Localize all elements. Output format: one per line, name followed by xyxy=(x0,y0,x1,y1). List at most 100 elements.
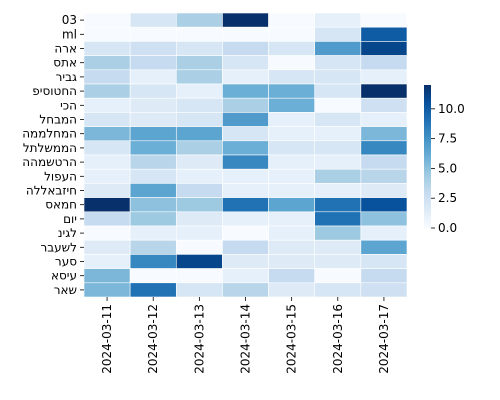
heatmap-cell xyxy=(222,168,269,184)
heatmap-cell xyxy=(268,268,316,284)
heatmap-cell xyxy=(222,26,269,42)
colorbar-tick-label: 2.5 xyxy=(438,191,457,205)
row-label: החטוסיפ xyxy=(32,84,77,98)
heatmap-cell xyxy=(314,126,362,142)
heatmap-cell xyxy=(83,239,131,255)
heatmap-cell xyxy=(175,140,223,156)
heatmap-cell xyxy=(222,183,269,198)
heatmap-cell xyxy=(314,69,362,85)
row-label: הרטשמהה xyxy=(22,155,77,169)
heatmap-cell xyxy=(175,26,223,42)
heatmap-cell xyxy=(222,211,269,227)
heatmap-cell xyxy=(360,168,408,184)
heatmap-cell xyxy=(83,197,131,213)
heatmap-cell xyxy=(314,282,362,298)
row-label: ארה xyxy=(54,42,77,56)
heatmap-cell xyxy=(83,55,131,71)
heatmap-cell xyxy=(268,183,316,198)
heatmap-cell xyxy=(360,154,408,170)
heatmap-cell xyxy=(268,239,316,255)
heatmap-cell xyxy=(83,69,131,85)
heatmap-cell xyxy=(129,69,177,85)
column-label: 2024-03-16 xyxy=(331,304,345,374)
colorbar: 0.0 2.5 5.0 7.5 10.0 xyxy=(424,85,465,235)
heatmap-cell xyxy=(360,26,408,42)
heatmap-cell xyxy=(83,268,131,284)
heatmap-cell xyxy=(222,225,269,241)
heatmap-cell xyxy=(222,112,269,127)
colorbar-tick-label: 7.5 xyxy=(438,132,457,146)
colorbar-tick-label: 10.0 xyxy=(438,102,465,116)
heatmap-cell xyxy=(129,225,177,241)
heatmap-cell xyxy=(360,225,408,241)
heatmap-cell xyxy=(222,126,269,142)
column-label: 2024-03-11 xyxy=(100,304,114,374)
column-label: 2024-03-13 xyxy=(192,304,206,374)
heatmap-cell xyxy=(83,12,131,28)
colorbar-tick-label: 0.0 xyxy=(438,221,457,235)
row-label: ml xyxy=(62,27,77,41)
column-label: 2024-03-12 xyxy=(146,304,160,374)
heatmap-cell xyxy=(360,69,408,85)
heatmap-cell xyxy=(360,183,408,198)
heatmap-cell xyxy=(129,268,177,284)
row-label: חמאס xyxy=(45,198,77,212)
heatmap-cell xyxy=(129,239,177,255)
row-label: המחלממה xyxy=(22,127,77,141)
heatmap-cell xyxy=(175,168,223,184)
heatmap-cell xyxy=(129,83,177,99)
heatmap-cell xyxy=(360,41,408,56)
heatmap-cell xyxy=(129,211,177,227)
heatmap-cells xyxy=(83,12,408,298)
heatmap-cell xyxy=(175,211,223,227)
heatmap-cell xyxy=(83,112,131,127)
heatmap-cell xyxy=(268,41,316,56)
heatmap-cell xyxy=(268,126,316,142)
row-label: לשעבר xyxy=(40,240,77,254)
row-label: המבחל xyxy=(39,113,77,127)
heatmap-cell xyxy=(175,239,223,255)
heatmap-cell xyxy=(129,183,177,198)
heatmap-cell xyxy=(360,140,408,156)
heatmap-cell xyxy=(268,83,316,99)
heatmap-cell xyxy=(175,112,223,127)
row-label: עיסא xyxy=(51,269,77,283)
row-label: אתס xyxy=(53,56,77,70)
heatmap-cell xyxy=(360,126,408,142)
heatmap-cell xyxy=(83,41,131,56)
heatmap-cell xyxy=(314,154,362,170)
heatmap-cell xyxy=(268,112,316,127)
row-label: חיזבאללה xyxy=(26,184,77,198)
heatmap-cell xyxy=(222,239,269,255)
row-label: לגינ xyxy=(58,226,77,240)
heatmap-cell xyxy=(83,154,131,170)
heatmap-cell xyxy=(314,211,362,227)
heatmap-cell xyxy=(129,140,177,156)
row-label: הכי xyxy=(60,98,77,112)
heatmap-cell xyxy=(314,225,362,241)
heatmap-cell xyxy=(175,268,223,284)
heatmap-cell xyxy=(360,268,408,284)
column-label: 2024-03-17 xyxy=(377,304,391,374)
heatmap-cell xyxy=(268,211,316,227)
heatmap-cell xyxy=(175,282,223,298)
heatmap-cell xyxy=(129,41,177,56)
heatmap-cell xyxy=(268,282,316,298)
heatmap-cell xyxy=(129,254,177,269)
heatmap-cell xyxy=(129,154,177,170)
heatmap-cell xyxy=(268,12,316,28)
heatmap-cell xyxy=(222,154,269,170)
heatmap-cell xyxy=(175,126,223,142)
heatmap-cell xyxy=(360,239,408,255)
heatmap-cell xyxy=(268,26,316,42)
heatmap-cell xyxy=(175,197,223,213)
colorbar-tick-label: 5.0 xyxy=(438,161,457,175)
heatmap-cell xyxy=(83,126,131,142)
heatmap-cell xyxy=(222,69,269,85)
heatmap-cell xyxy=(129,55,177,71)
column-label: 2024-03-15 xyxy=(285,304,299,374)
heatmap-cell xyxy=(268,140,316,156)
heatmap-cell xyxy=(222,282,269,298)
heatmap-cell xyxy=(314,254,362,269)
